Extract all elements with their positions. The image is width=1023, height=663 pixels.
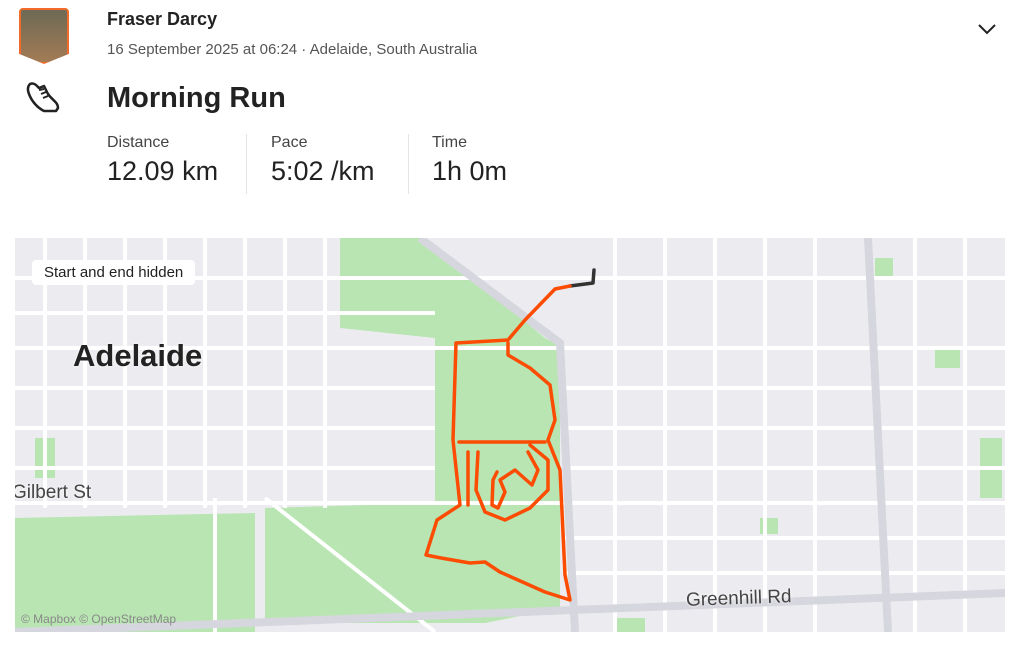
street-label: Gilbert St xyxy=(15,482,92,503)
activity-meta: 16 September 2025 at 06:24 · Adelaide, S… xyxy=(107,41,478,58)
route-map[interactable]: Start and end hidden Adelaide Gilbert St… xyxy=(15,238,1005,632)
street-label: Greenhill Rd xyxy=(685,586,792,611)
stat-pace: Pace 5:02 /km xyxy=(271,134,375,194)
stat-time: Time 1h 0m xyxy=(432,134,507,194)
parks xyxy=(15,238,1002,632)
main-roads xyxy=(15,238,1005,632)
route-line xyxy=(424,284,572,602)
stat-value: 1h 0m xyxy=(432,156,508,186)
divider xyxy=(246,134,247,194)
streets xyxy=(15,238,1005,632)
athlete-avatar[interactable] xyxy=(19,8,69,64)
map-attribution[interactable]: © Mapbox © OpenStreetMap xyxy=(21,612,177,626)
stat-label: Distance xyxy=(107,134,170,151)
stat-label: Pace xyxy=(271,134,308,151)
athlete-name[interactable]: Fraser Darcy xyxy=(107,9,218,29)
map-canvas xyxy=(15,238,1005,632)
chevron-down-icon[interactable] xyxy=(976,18,998,45)
stat-value: 5:02 /km xyxy=(271,156,375,186)
stat-label: Time xyxy=(432,134,467,151)
running-shoe-icon xyxy=(24,80,62,121)
city-label: Adelaide xyxy=(73,338,203,373)
activity-title[interactable]: Morning Run xyxy=(107,82,286,114)
stat-distance: Distance 12.09 km xyxy=(107,134,218,194)
hidden-route-segment xyxy=(568,268,596,288)
divider xyxy=(408,134,409,194)
stat-value: 12.09 km xyxy=(107,156,219,186)
privacy-chip: Start and end hidden xyxy=(32,260,196,285)
